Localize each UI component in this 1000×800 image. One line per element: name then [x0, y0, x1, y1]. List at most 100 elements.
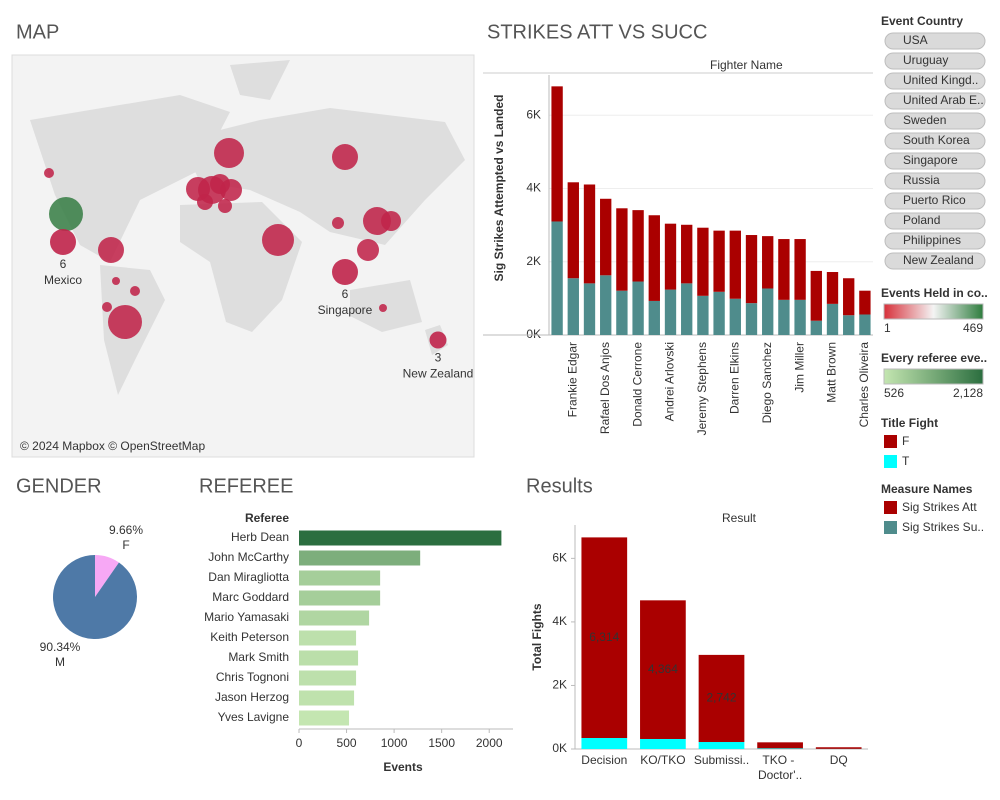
legend-label[interactable]: T	[902, 454, 910, 468]
filter-item[interactable]: Uruguay	[903, 53, 948, 67]
bar-segment	[698, 742, 745, 749]
filter-toggle[interactable]	[884, 132, 986, 150]
value-label: 2,742	[706, 691, 736, 705]
legend-label[interactable]: Sig Strikes Att	[902, 500, 977, 514]
map-bubble	[429, 331, 447, 349]
bar-segment	[632, 281, 644, 335]
x-tick-label: 1000	[381, 736, 408, 750]
x-tick-label: Frankie Edgar	[565, 342, 579, 417]
bar[interactable]	[299, 530, 502, 546]
y-tick-label: 6K	[552, 551, 567, 565]
filter-toggle[interactable]	[884, 232, 986, 250]
pie-category-label: F	[122, 538, 129, 552]
x-tick-label: 0	[296, 736, 303, 750]
filter-toggle[interactable]	[884, 212, 986, 230]
filter-item[interactable]: Singapore	[903, 153, 958, 167]
filter-toggle[interactable]	[884, 72, 986, 90]
bar-segment	[843, 315, 855, 335]
filter-item[interactable]: Russia	[903, 173, 940, 187]
bar-segment	[794, 239, 806, 300]
bar-segment	[859, 314, 871, 335]
bar-segment	[648, 215, 660, 301]
filter-toggle[interactable]	[884, 92, 986, 110]
bar[interactable]	[299, 610, 370, 626]
bar-segment	[664, 289, 677, 335]
bar[interactable]	[299, 550, 421, 566]
legend-label[interactable]: F	[902, 434, 909, 448]
map-value-label: 3	[435, 351, 442, 365]
legend-label[interactable]: Sig Strikes Su..	[902, 520, 984, 534]
legend-swatch[interactable]	[884, 455, 897, 468]
bar-segment	[583, 283, 596, 335]
panel-title: GENDER	[16, 475, 102, 497]
filter-toggle[interactable]	[884, 32, 986, 50]
x-tick-label: Jeremy Stephens	[695, 342, 709, 435]
filter-toggle[interactable]	[884, 152, 986, 170]
legend-swatch[interactable]	[884, 521, 897, 534]
bar-segment	[778, 299, 790, 335]
chart-header: Referee	[245, 511, 289, 525]
filter-item[interactable]: Puerto Rico	[903, 193, 966, 207]
map-bubble	[50, 229, 76, 255]
x-tick-label: Jim Miller	[792, 342, 806, 393]
pie-category-label: M	[55, 655, 65, 669]
x-tick-label: Decision	[581, 753, 627, 767]
bar[interactable]	[299, 670, 357, 686]
legend-title: Events Held in co..	[881, 286, 988, 300]
bar[interactable]	[299, 650, 359, 666]
panel-title: STRIKES ATT VS SUCC	[487, 21, 707, 43]
x-axis-title: Events	[383, 760, 423, 774]
bar-segment	[581, 537, 628, 739]
bar-segment	[762, 236, 774, 289]
bar-segment	[600, 275, 612, 335]
filter-toggle[interactable]	[884, 192, 986, 210]
bar-segment	[567, 278, 579, 335]
filter-item[interactable]: United Kingd..	[903, 73, 978, 87]
filter-toggle[interactable]	[884, 112, 986, 130]
bar-segment	[794, 299, 806, 335]
bar-segment	[745, 235, 758, 304]
y-tick-label: Yves Lavigne	[218, 710, 290, 724]
filter-toggle[interactable]	[884, 252, 986, 270]
bar-segment	[729, 230, 741, 299]
y-tick-label: 0K	[526, 327, 541, 341]
y-tick-label: 4K	[526, 181, 541, 195]
filter-item[interactable]: New Zealand	[903, 253, 974, 267]
bar[interactable]	[299, 630, 357, 646]
y-tick-label: 4K	[552, 614, 567, 628]
filter-toggle[interactable]	[884, 172, 986, 190]
bar[interactable]	[299, 710, 350, 726]
x-tick-label: Charles Oliveira	[857, 342, 871, 428]
bar[interactable]	[299, 590, 381, 606]
bar-segment	[859, 290, 871, 315]
x-tick-label: Donald Cerrone	[630, 342, 644, 427]
y-tick-label: Jason Herzog	[215, 690, 289, 704]
filter-item[interactable]: USA	[903, 33, 928, 47]
filter-item[interactable]: Sweden	[903, 113, 946, 127]
filter-toggle[interactable]	[884, 52, 986, 70]
legend-swatch[interactable]	[884, 435, 897, 448]
map-value-label: 6	[342, 287, 349, 301]
filter-item[interactable]: South Korea	[903, 133, 970, 147]
bar[interactable]	[299, 690, 355, 706]
x-tick-label: 500	[337, 736, 357, 750]
map-point-label: Mexico	[44, 273, 82, 287]
map-attribution: © 2024 Mapbox © OpenStreetMap	[20, 439, 205, 453]
filter-item[interactable]: Poland	[903, 213, 940, 227]
bar-segment	[810, 320, 822, 335]
map-bubble	[332, 259, 358, 285]
filter-item[interactable]: United Arab E..	[903, 93, 984, 107]
legend-title: Title Fight	[881, 416, 938, 430]
legend-gradient	[883, 368, 984, 385]
y-tick-label: Dan Miragliotta	[208, 570, 289, 584]
bar-segment	[757, 742, 803, 749]
bar-segment	[757, 748, 803, 749]
bar-segment	[713, 230, 725, 292]
pie-value-label: 90.34%	[40, 640, 81, 654]
bar-segment	[826, 272, 839, 304]
bar[interactable]	[299, 570, 381, 586]
x-tick-label: Darren Elkins	[727, 342, 741, 414]
legend-swatch[interactable]	[884, 501, 897, 514]
filter-item[interactable]: Philippines	[903, 233, 961, 247]
